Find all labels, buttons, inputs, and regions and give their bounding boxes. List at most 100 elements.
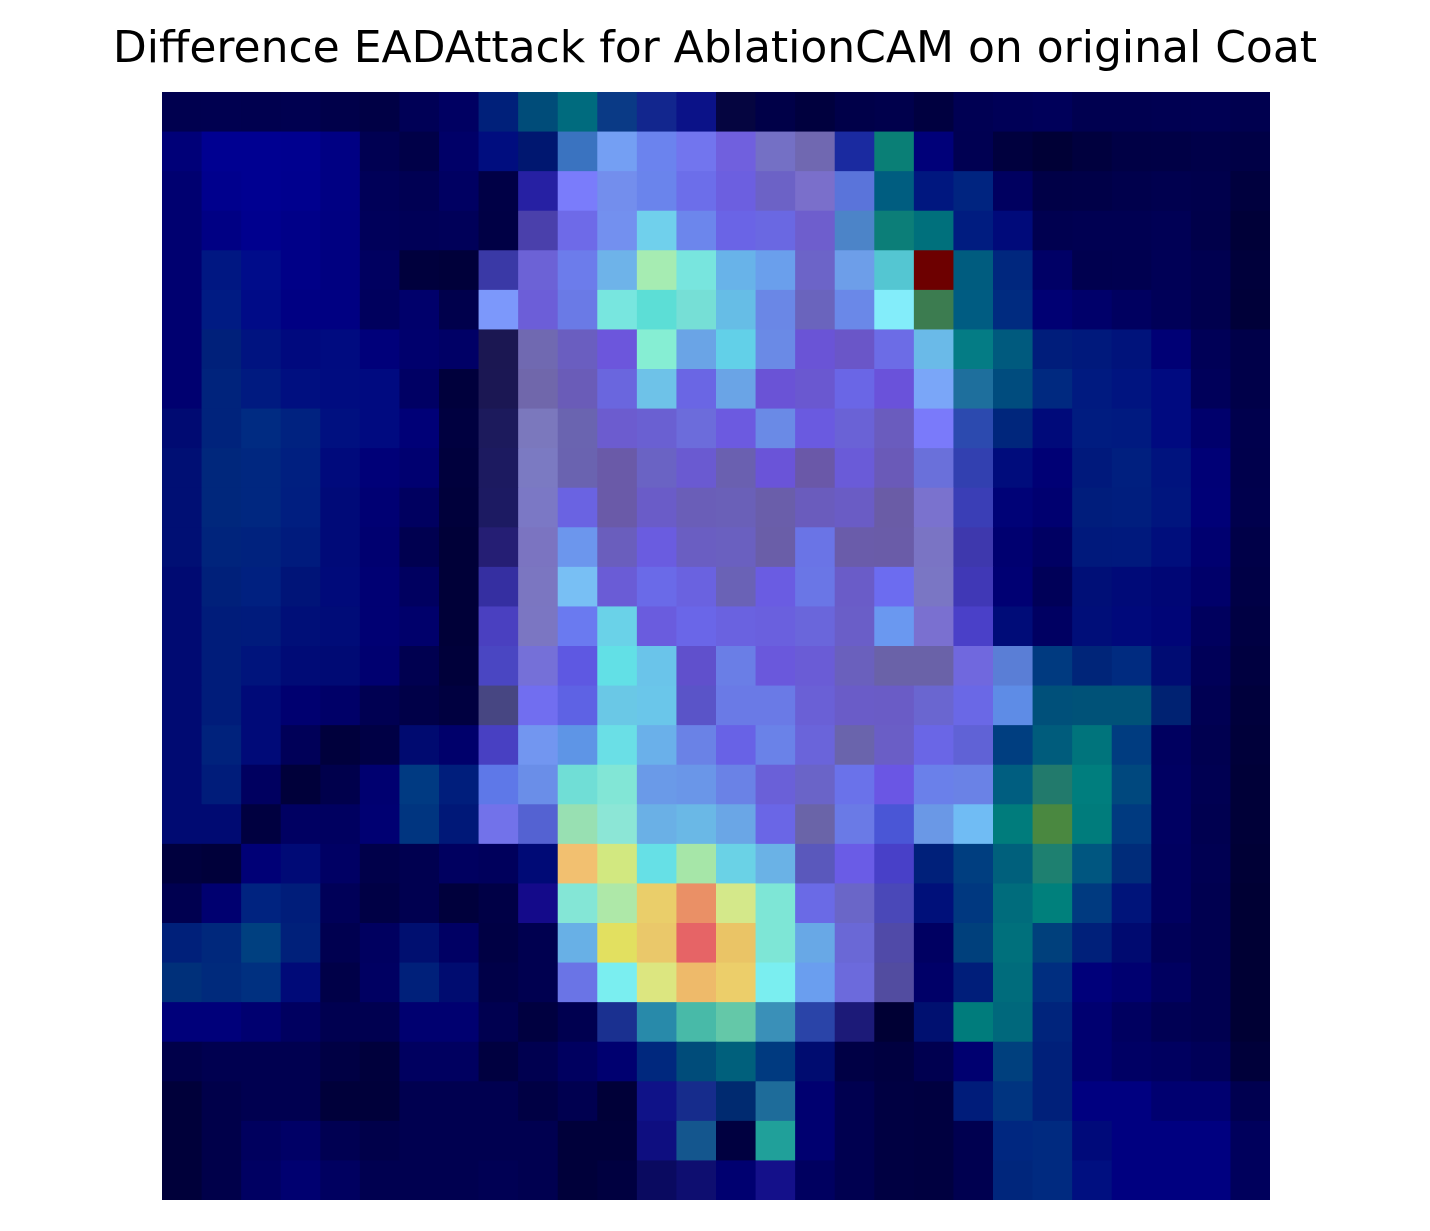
heatmap-cell-r27-c0 [162, 1160, 203, 1200]
heatmap-cell-r3-c5 [359, 210, 401, 251]
heatmap-cell-r0-c14 [716, 92, 757, 133]
heatmap-cell-r21-c27 [1230, 923, 1270, 964]
heatmap-cell-r7-c15 [755, 369, 796, 410]
heatmap-cell-r20-c10 [557, 883, 598, 924]
heatmap-cell-r19-c6 [399, 843, 440, 885]
heatmap-cell-r14-c1 [201, 646, 242, 687]
heatmap-cell-r22-c7 [439, 962, 480, 1003]
heatmap-cell-r7-c23 [1072, 369, 1113, 410]
heatmap-cell-r24-c6 [399, 1041, 440, 1082]
heatmap-cell-r17-c17 [834, 764, 875, 805]
heatmap-cell-r10-c22 [1032, 487, 1073, 528]
heatmap-cell-r9-c8 [478, 448, 519, 489]
heatmap-cell-r12-c9 [518, 566, 559, 608]
heatmap-cell-r10-c10 [557, 487, 598, 528]
heatmap-cell-r4-c15 [755, 250, 796, 291]
heatmap-cell-r12-c16 [795, 566, 836, 608]
heatmap-cell-r5-c16 [795, 289, 836, 331]
heatmap-cell-r9-c18 [874, 448, 915, 489]
heatmap-cell-r12-c26 [1190, 566, 1232, 608]
heatmap-cell-r18-c3 [280, 804, 321, 845]
heatmap-cell-r7-c9 [518, 369, 559, 410]
heatmap-cell-r23-c10 [557, 1002, 598, 1043]
heatmap-cell-r12-c2 [241, 566, 282, 608]
heatmap-cell-r24-c24 [1111, 1041, 1152, 1082]
heatmap-cell-r2-c25 [1151, 171, 1192, 212]
heatmap-cell-r15-c14 [716, 685, 757, 726]
heatmap-cell-r25-c24 [1111, 1081, 1152, 1122]
heatmap-cell-r5-c20 [953, 289, 994, 331]
heatmap-cell-r19-c0 [162, 843, 203, 885]
heatmap-cell-r15-c17 [834, 685, 875, 726]
heatmap-cell-r10-c26 [1190, 487, 1232, 528]
heatmap-cell-r23-c13 [676, 1002, 717, 1043]
heatmap-cell-r3-c20 [953, 210, 994, 251]
heatmap-cell-r8-c27 [1230, 408, 1270, 449]
heatmap-cell-r1-c9 [518, 131, 559, 172]
heatmap-cell-r27-c1 [201, 1160, 242, 1200]
heatmap-cell-r12-c0 [162, 566, 203, 608]
heatmap-cell-r0-c9 [518, 92, 559, 133]
heatmap-cell-r10-c3 [280, 487, 321, 528]
heatmap-cell-r16-c11 [597, 725, 638, 766]
heatmap-cell-r24-c26 [1190, 1041, 1232, 1082]
heatmap-cell-r15-c4 [320, 685, 361, 726]
heatmap-cell-r3-c11 [597, 210, 638, 251]
heatmap-cell-r12-c20 [953, 566, 994, 608]
heatmap-cell-r18-c24 [1111, 804, 1152, 845]
heatmap-cell-r14-c16 [795, 646, 836, 687]
heatmap-cell-r1-c23 [1072, 131, 1113, 172]
heatmap-cell-r19-c20 [953, 843, 994, 885]
heatmap-cell-r6-c12 [636, 329, 678, 370]
heatmap-cell-r15-c18 [874, 685, 915, 726]
heatmap-cell-r13-c23 [1072, 606, 1113, 647]
heatmap-cell-r12-c7 [439, 566, 480, 608]
heatmap-cell-r7-c26 [1190, 369, 1232, 410]
heatmap-cell-r24-c22 [1032, 1041, 1073, 1082]
heatmap-cell-r19-c1 [201, 843, 242, 885]
heatmap-cell-r6-c13 [676, 329, 717, 370]
heatmap-cell-r20-c9 [518, 883, 559, 924]
heatmap-cell-r15-c16 [795, 685, 836, 726]
heatmap-cell-r12-c12 [636, 566, 678, 608]
heatmap-cell-r5-c19 [913, 289, 955, 331]
heatmap-cell-r18-c25 [1151, 804, 1192, 845]
heatmap-cell-r25-c23 [1072, 1081, 1113, 1122]
heatmap-cell-r22-c4 [320, 962, 361, 1003]
heatmap-cell-r21-c22 [1032, 923, 1073, 964]
heatmap-cell-r13-c4 [320, 606, 361, 647]
heatmap-cell-r21-c7 [439, 923, 480, 964]
heatmap-cell-r15-c25 [1151, 685, 1192, 726]
heatmap-cell-r6-c6 [399, 329, 440, 370]
heatmap-cell-r25-c2 [241, 1081, 282, 1122]
heatmap-cell-r23-c14 [716, 1002, 757, 1043]
heatmap-cell-r10-c6 [399, 487, 440, 528]
heatmap-cell-r7-c8 [478, 369, 519, 410]
heatmap-cell-r4-c16 [795, 250, 836, 291]
heatmap-cell-r27-c21 [993, 1160, 1034, 1200]
heatmap-cell-r26-c8 [478, 1120, 519, 1162]
heatmap-cell-r26-c19 [913, 1120, 955, 1162]
heatmap-cell-r16-c7 [439, 725, 480, 766]
heatmap-cell-r25-c8 [478, 1081, 519, 1122]
heatmap-cell-r0-c17 [834, 92, 875, 133]
heatmap-cell-r8-c22 [1032, 408, 1073, 449]
heatmap-cell-r18-c11 [597, 804, 638, 845]
heatmap-cell-r8-c11 [597, 408, 638, 449]
heatmap-cell-r19-c9 [518, 843, 559, 885]
heatmap-cell-r19-c4 [320, 843, 361, 885]
heatmap-cell-r10-c4 [320, 487, 361, 528]
heatmap-cell-r21-c19 [913, 923, 955, 964]
heatmap-cell-r11-c25 [1151, 527, 1192, 568]
heatmap-cell-r9-c0 [162, 448, 203, 489]
heatmap-cell-r13-c8 [478, 606, 519, 647]
heatmap-cell-r11-c22 [1032, 527, 1073, 568]
heatmap-cell-r3-c18 [874, 210, 915, 251]
heatmap-cell-r16-c16 [795, 725, 836, 766]
heatmap-cell-r14-c11 [597, 646, 638, 687]
heatmap-cell-r5-c1 [201, 289, 242, 331]
heatmap-cell-r16-c18 [874, 725, 915, 766]
heatmap-cell-r16-c12 [636, 725, 678, 766]
heatmap-cell-r26-c4 [320, 1120, 361, 1162]
heatmap-cell-r27-c19 [913, 1160, 955, 1200]
